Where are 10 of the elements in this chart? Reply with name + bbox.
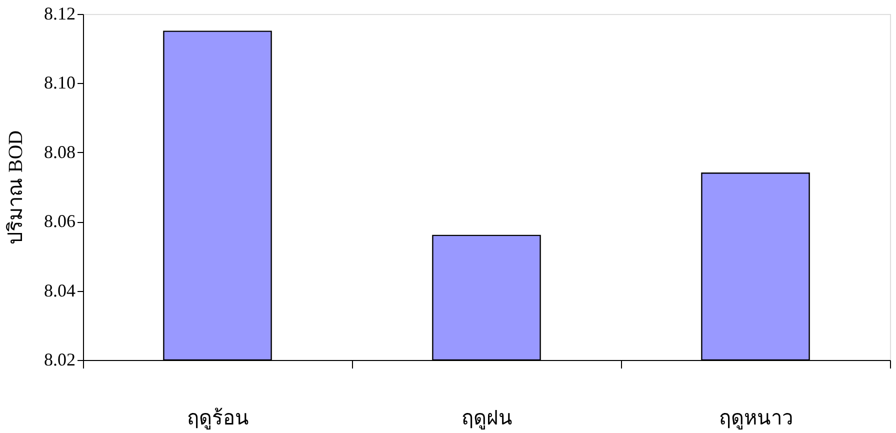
y-tick-label: 8.06	[44, 211, 76, 232]
y-tick-label: 8.02	[44, 350, 76, 370]
x-tick-label: ฤดูฝน	[462, 408, 512, 430]
y-tick-label: 8.10	[44, 72, 76, 93]
y-tick-label: 8.08	[44, 142, 76, 162]
y-tick-label: 8.12	[44, 4, 76, 24]
x-tick-label: ฤดูหนาว	[719, 408, 793, 430]
y-axis-title: ปริมาณ BOD	[5, 130, 27, 245]
y-tick-label: 8.04	[44, 280, 76, 300]
x-tick-label: ฤดูร้อน	[187, 408, 249, 430]
